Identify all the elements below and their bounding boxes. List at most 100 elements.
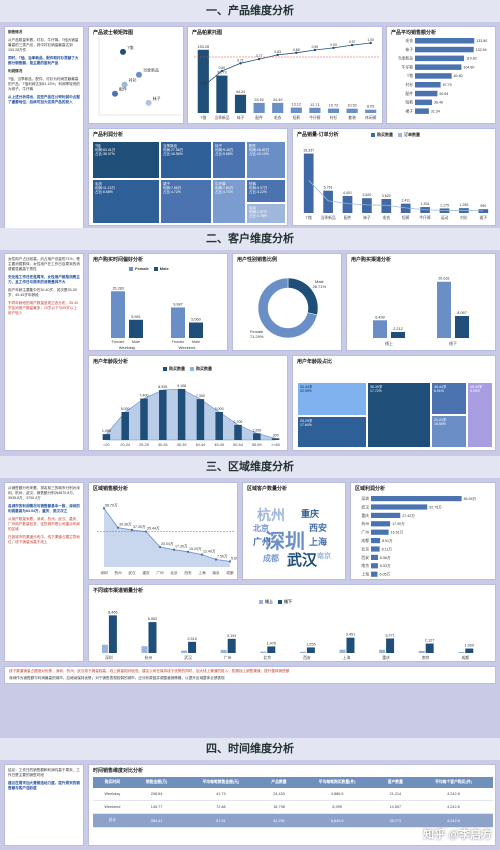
treemap-cell: 25-29岁 17.64% <box>297 416 367 448</box>
text-paragraph: 无论是工作日还是周末，女性用户都是消费主力，且工作日与周末的消费差异不大 <box>8 275 80 284</box>
avg-sales-chart-card: 产品平均销售额分析 毛衣 133.80 袜子 132.54 当季新品 110.82 牛仔裤 1… <box>386 26 496 124</box>
region-summary: 线下渠道销量占据绝对优势，深圳、杭州、武汉线下销量较高，线上销量相对较低。建议公… <box>4 666 496 684</box>
data-label: 8,067 <box>457 311 467 315</box>
treemap-cell: 袜子 利润:9.46万 占比:5.68% <box>212 141 246 179</box>
line-point <box>186 550 190 553</box>
data-label: 132.54 <box>476 48 487 52</box>
data-label: 6.53万 <box>380 564 391 568</box>
table-header: 平均每笔销售金额(元) <box>181 777 261 788</box>
data-label: 2,515 <box>187 637 197 641</box>
data-label: 1,255 <box>459 203 468 207</box>
data-label: 1,531 <box>421 202 430 206</box>
city-channel-card: 不同城市渠道销量分析 线上 线下 8,466 深圳 6,952 杭州 2,515 武汉 3,… <box>88 584 496 662</box>
bar-offline <box>108 615 117 653</box>
text-paragraph: 在各城市的渠道分布中，线下渠道占据主导地位，线下销量远高于线上 <box>8 535 80 544</box>
bar <box>121 412 129 440</box>
bar <box>415 99 433 106</box>
tick-label: 广州 <box>156 570 164 575</box>
data-label: 17.30万 <box>175 545 188 549</box>
line-point <box>276 53 279 57</box>
line-point <box>350 43 354 47</box>
bar <box>415 82 441 88</box>
line-point <box>116 526 120 529</box>
tick-label: T恤 <box>306 215 312 220</box>
bar <box>415 46 474 53</box>
data-label: 5.60万 <box>231 556 238 560</box>
tick-label: 杭州 <box>114 570 122 575</box>
time-table-card: 时间销售维度对比分析 购买时间 销售金额(万) 平均每笔销售金额(元) 产品数量 平均每… <box>88 764 496 846</box>
point-label: T恤 <box>127 44 133 50</box>
bar <box>415 55 465 62</box>
bar-offline <box>346 637 355 653</box>
tick-label: 牛仔裤 <box>402 64 414 69</box>
bar <box>391 331 405 338</box>
chart-title: 区域客户数量分析 <box>247 486 288 492</box>
bar-offline <box>425 643 434 653</box>
data-label: 1,200 <box>252 428 261 432</box>
data-label: 7,400 <box>140 394 149 398</box>
data-label: 44.24 <box>236 90 246 94</box>
tick-label: 袜子 <box>237 115 245 120</box>
line-point <box>102 507 106 510</box>
wordcloud-word: 武汉 <box>287 552 318 569</box>
data-label: 104.80 <box>463 65 474 69</box>
bar <box>381 198 392 213</box>
chart-title: 用户购买渠道分析 <box>351 257 392 263</box>
treemap-cell: 35-39岁 17.72% <box>367 382 431 448</box>
bar <box>272 102 284 113</box>
line-point <box>202 85 205 88</box>
age-treemap: 30-34岁 22.99% 35-39岁 17.72% 40-44岁 6.91% 25-29… <box>297 382 493 448</box>
data-label: 24.52 <box>254 98 264 102</box>
chart-title: 产品利润分析 <box>93 132 124 138</box>
bar <box>129 319 143 338</box>
line-point <box>295 51 298 54</box>
data-label: 39.36万 <box>119 523 132 527</box>
bar <box>197 49 209 113</box>
data-label: 153.28 <box>197 45 209 49</box>
wordcloud-word: 北京 <box>253 524 269 533</box>
table-cell: 145.77 <box>131 800 182 814</box>
data-label: 2,411 <box>401 199 410 203</box>
data-label: 17.90万 <box>392 522 405 526</box>
data-label: 3,820 <box>362 193 371 197</box>
tick-label: 短裤 <box>293 115 301 120</box>
bar <box>171 307 185 338</box>
point-label: 配件 <box>119 86 127 92</box>
data-label: 6.56万 <box>380 556 391 560</box>
treemap-cell: 毛衣 利润:11.13万 占比:6.68% <box>92 179 160 224</box>
line-label: 0.38 <box>200 81 207 85</box>
text-paragraph: 各城市的利润情况与销售额基本一致，深圳的利润最高为84.94万，重庆、武汉次之 <box>8 504 80 513</box>
tick-label: 牛仔裤 <box>419 215 431 220</box>
data-label: 3,451 <box>346 633 356 637</box>
data-label: 3,620 <box>382 194 391 198</box>
chart-title: 区域销售额分析 <box>93 486 129 492</box>
table-cell: 41.73 <box>181 788 261 801</box>
tick-label: 短裤 <box>402 215 410 220</box>
bar <box>415 64 462 70</box>
text-paragraph: 从销售额分布来看，排名前三的城市分别为深圳、杭州、武汉，销售额分别为5870.8… <box>8 486 80 500</box>
tick-label: 北京 <box>170 570 178 575</box>
summary-paragraph: 深圳作为销售额与利润最高的城市，应继续保持优势；对于销售表现较弱的城市，应分析原… <box>9 676 225 680</box>
text-heading: 销售情况 <box>8 30 23 34</box>
treemap-cell: 运动 利润:2.97万 占比:1.78% <box>246 203 286 224</box>
data-label: 9,108 <box>177 384 186 388</box>
bar <box>415 73 452 79</box>
tick-label: 武汉 <box>128 570 136 575</box>
line-label: 0.97 <box>349 40 356 44</box>
tick-label: 杭州 <box>145 655 153 660</box>
table-cell: 354.41 <box>131 813 182 828</box>
data-label: 5,951 <box>131 315 141 319</box>
data-label: 1,000 <box>465 644 475 648</box>
tick-label: 45-49 <box>214 443 224 447</box>
tick-label: 当季新品 <box>321 215 336 220</box>
bar-online <box>141 646 148 653</box>
text-paragraph: 结论：工作日的销售额和利润均高于周末，工作日是主要的销售时段 <box>8 768 80 777</box>
chart-title: 产品帕累托图 <box>192 30 223 36</box>
bubble-chart-card: 产品波士顿矩阵图 T恤 当季新品 衬衫 配件 袜子 <box>88 26 184 124</box>
area-fill <box>104 508 230 567</box>
pareto-chart: 153.28 T恤 90.73 当季新品 44.24 袜子 24.52 配件 24.49 毛衣 13… <box>194 38 380 120</box>
customer-analysis-text: 女性用户占比较高，约占用户总量的71%，是主要消费群体，女性用户在工作日及周末的… <box>4 253 84 451</box>
line-point <box>172 548 176 551</box>
bar <box>323 190 333 213</box>
